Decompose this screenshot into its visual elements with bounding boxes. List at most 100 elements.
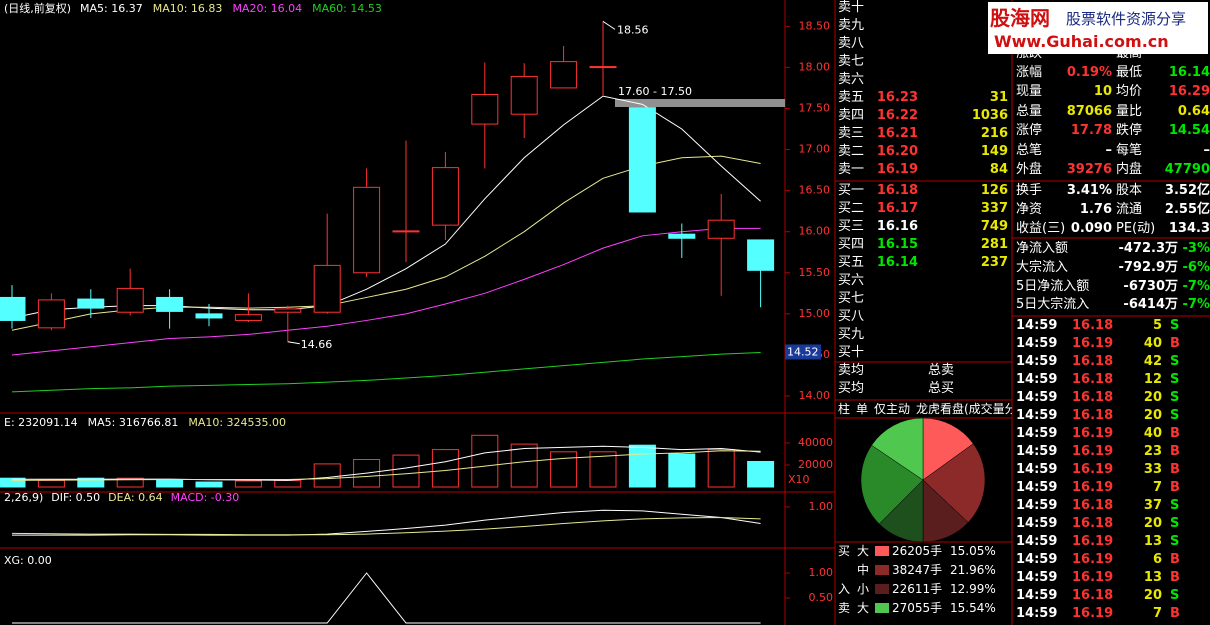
trade-time: 14:59 [1016, 498, 1058, 513]
book-volume: 149 [980, 144, 1008, 159]
logo-url: Www.Guhai.com.cn [994, 32, 1169, 51]
trade-volume: 40 [1143, 336, 1162, 351]
candle-body [0, 296, 26, 321]
quote-value: 39276 [1066, 162, 1112, 177]
book-label: 买七 [838, 291, 865, 306]
volume-bar [392, 454, 420, 488]
trade-price: 16.19 [1072, 606, 1114, 621]
book-label: 买一 [838, 183, 865, 198]
book-price: 16.16 [876, 219, 918, 234]
trade-price: 16.19 [1072, 336, 1114, 351]
xg-label: XG: 0.00 [4, 554, 52, 567]
y-tick-label: 15.00 [799, 307, 831, 320]
trade-time: 14:59 [1016, 462, 1058, 477]
trade-volume: 40 [1143, 426, 1162, 441]
trade-price: 16.18 [1072, 516, 1114, 531]
trade-time: 14:59 [1016, 336, 1058, 351]
book-price: 16.20 [876, 144, 918, 159]
quote-label: 换手 [1016, 183, 1043, 198]
trade-time: 14:59 [1016, 390, 1058, 405]
xg-line [12, 572, 761, 624]
volume-ma-line [12, 445, 761, 481]
candle-body [668, 233, 696, 239]
book-volume: 1036 [971, 108, 1008, 123]
flow-amount: 27055手 [892, 601, 943, 615]
quote-value: 1.76 [1079, 201, 1112, 217]
trade-side: B [1170, 570, 1180, 585]
trade-side: B [1170, 606, 1180, 621]
macd-label: DIF: 0.50 [51, 491, 100, 504]
quote-label: 跌停 [1116, 123, 1143, 139]
volume-bar [195, 481, 223, 488]
trade-price: 16.19 [1072, 534, 1114, 549]
size-label: 中 [857, 563, 870, 577]
tab[interactable]: 仅主动 [874, 402, 911, 416]
y-tick-label: 0.50 [809, 591, 834, 604]
tab[interactable]: 龙虎看盘(成交量分 [916, 402, 1012, 416]
book-label: 买八 [838, 309, 865, 324]
book-label: 卖四 [838, 108, 865, 123]
trade-price: 16.18 [1072, 354, 1114, 369]
legend-swatch [875, 565, 889, 575]
quote-label: 最高 [1116, 50, 1143, 58]
book-price: 16.14 [876, 255, 918, 270]
trade-volume: 20 [1143, 588, 1162, 603]
y-tick-label: 1.00 [809, 500, 834, 513]
volume-label: MA5: 316766.81 [88, 416, 179, 429]
book-label: 卖十 [838, 0, 865, 15]
macd-line [11, 517, 761, 536]
book-price: 16.22 [876, 108, 918, 123]
candle-body [195, 313, 223, 319]
flow-pct: 21.96% [950, 563, 996, 577]
price-tag: 14.52 [787, 345, 819, 358]
pie-slice [860, 444, 924, 525]
volume-bar [628, 444, 656, 488]
volume-bar [589, 451, 617, 488]
y-tick-label: 1.00 [809, 566, 834, 579]
total-sell: 总卖 [928, 363, 955, 378]
macd-label: 2,26,9) [4, 491, 43, 504]
quote-value: – [1203, 142, 1210, 158]
quote-value: 16.29 [1168, 84, 1210, 100]
trade-side: S [1170, 588, 1180, 603]
book-label: 卖七 [838, 54, 865, 69]
trade-side: S [1170, 372, 1180, 387]
quote-label: 现量 [1016, 84, 1043, 100]
low-arrow [287, 341, 300, 345]
y-tick-label: 15.50 [799, 266, 831, 279]
book-price: 16.17 [876, 201, 918, 216]
tab[interactable]: 柱 [838, 402, 851, 416]
volume-label: E: 232091.14 [4, 416, 78, 429]
y-tick-label: 20000 [798, 458, 833, 471]
side-label: 入 [838, 582, 851, 596]
quote-value: 3.52亿 [1164, 183, 1210, 198]
flow-amount: 38247手 [892, 563, 943, 577]
quote-label: 最低 [1116, 65, 1143, 80]
trade-volume: 20 [1143, 408, 1162, 423]
trade-volume: 13 [1143, 570, 1162, 585]
quote-value: 0.19% [1066, 65, 1112, 80]
quote-label: 量比 [1116, 103, 1143, 119]
trade-side: B [1170, 552, 1180, 567]
trade-volume: 6 [1152, 552, 1162, 567]
trade-price: 16.19 [1072, 462, 1114, 477]
trade-side: B [1170, 336, 1180, 351]
trade-price: 16.19 [1072, 426, 1114, 441]
y-tick-label: 17.00 [799, 143, 831, 156]
trade-side: S [1170, 534, 1180, 549]
quote-value: 134.3 [1168, 220, 1210, 236]
quote-value: 0.64 [1177, 103, 1210, 119]
avg-buy: 买均 [838, 381, 865, 396]
tab[interactable]: 单 [856, 402, 869, 416]
trade-side: S [1170, 354, 1180, 369]
book-label: 买三 [838, 219, 865, 234]
trade-volume: 13 [1143, 534, 1162, 549]
trade-time: 14:59 [1016, 426, 1058, 441]
ma-label: MA20: 16.04 [232, 2, 302, 15]
macd-label: DEA: 0.64 [108, 491, 162, 504]
trade-side: S [1170, 408, 1180, 423]
pie-slice [922, 443, 986, 523]
quote-label: 每笔 [1116, 142, 1143, 158]
trade-time: 14:59 [1016, 408, 1058, 423]
quote-value: 17.78 [1070, 123, 1112, 139]
